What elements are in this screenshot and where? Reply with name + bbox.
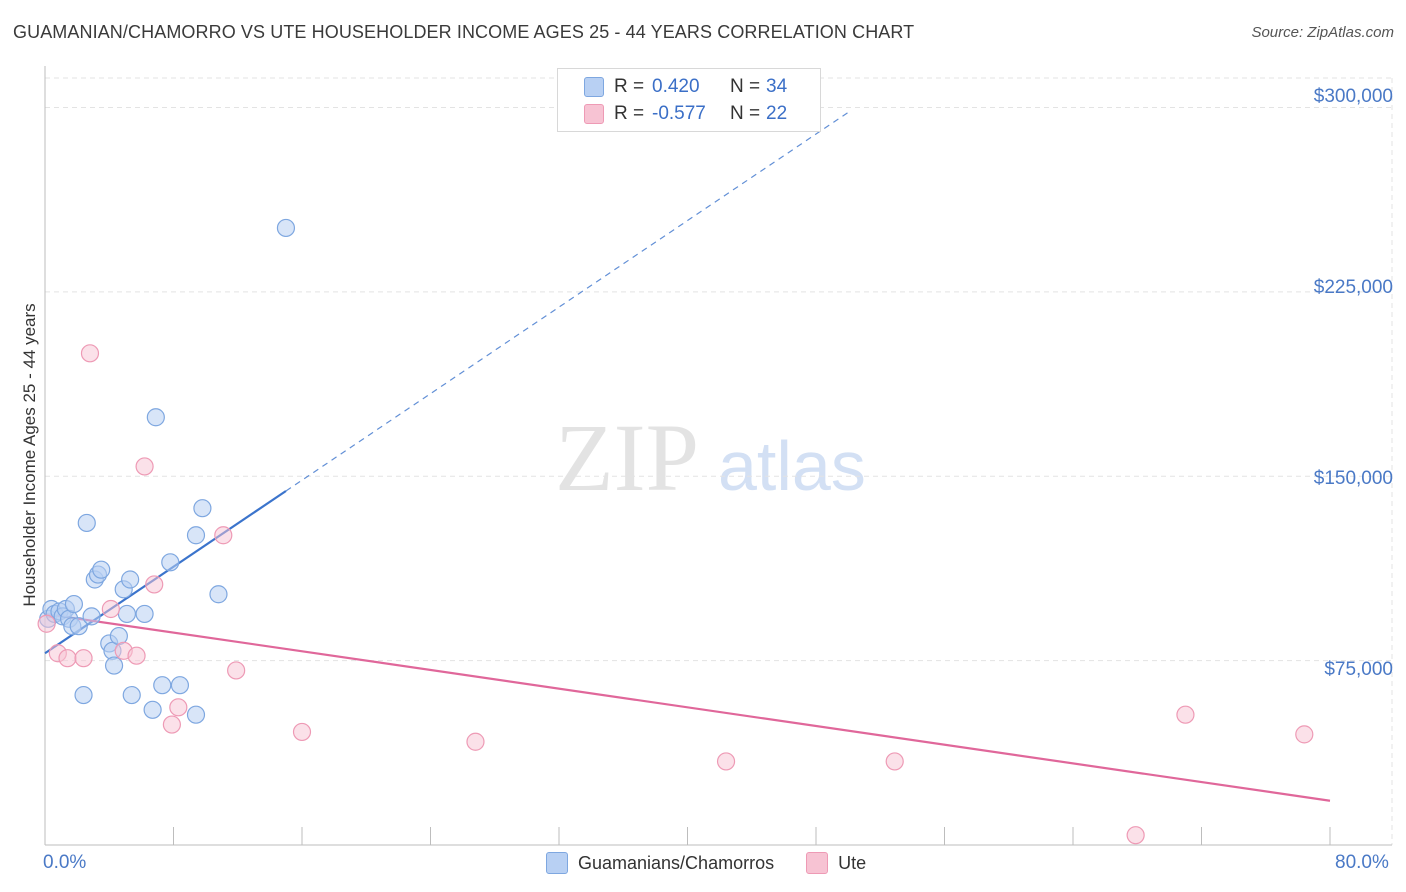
n-label: N = [730,103,761,124]
point-guamanians [186,526,206,545]
r-value: 0.420 [652,76,700,97]
y-tick-label-300000: $300,000 [1313,86,1393,107]
point-guamanians [122,685,141,705]
gridlines [45,77,1393,845]
x-tick-label-min: 0.0% [43,852,87,873]
point-ute [716,752,736,771]
r-label: R = [614,76,645,97]
point-ute [74,649,93,668]
point-ute [1295,725,1314,744]
point-guamanians [161,553,180,572]
correlation-legend: R = 0.420 N = 34 R = -0.577 N = 22 [557,68,821,132]
blue-swatch [584,77,604,97]
point-ute [127,646,146,665]
point-ute [145,575,164,594]
point-guamanians [170,676,190,695]
point-guamanians [104,656,124,675]
n-label: N = [730,76,761,97]
pink-swatch [806,852,829,874]
r-value: -0.577 [652,103,706,124]
point-ute [58,649,77,668]
point-ute [885,752,904,771]
n-value: 22 [766,103,788,124]
point-guamanians [117,604,137,624]
x-tick-label-max: 80.0% [1335,852,1389,873]
point-ute [169,698,188,717]
legend-label-guamanians: Guamanians/Chamorros [578,852,775,873]
point-ute [135,457,154,476]
trend-line-ute [44,612,1331,802]
y-tick-label-150000: $150,000 [1313,468,1393,489]
point-guamanians [77,513,96,533]
point-guamanians [186,705,206,724]
data-points [37,218,1314,845]
point-guamanians [153,676,172,695]
legend-row-ute: R = -0.577 N = 22 [584,102,787,126]
legend-item-guamanians[interactable]: Guamanians/Chamorros [546,852,774,874]
watermark-atlas: atlas [718,427,866,505]
legend-item-ute[interactable]: Ute [806,852,866,874]
point-guamanians [92,560,111,579]
point-ute [227,661,246,680]
point-guamanians [146,408,165,427]
chart-title: GUAMANIAN/CHAMORRO VS UTE HOUSEHOLDER IN… [13,22,915,42]
point-guamanians [135,604,154,624]
blue-swatch [546,852,568,874]
y-tick-label-75000: $75,000 [1324,659,1393,680]
point-guamanians [276,218,296,238]
n-value: 34 [766,76,788,97]
point-guamanians [74,685,93,705]
point-ute [80,344,100,363]
point-ute [37,614,56,633]
point-ute [1126,826,1145,845]
trend-line-guamanians-extension [285,111,849,492]
point-ute [101,599,120,619]
series-legend: Guamanians/Chamorros Ute [546,852,898,874]
pink-swatch [584,104,604,124]
point-guamanians [209,585,228,604]
axes [44,66,1392,846]
point-guamanians [121,570,140,589]
r-label: R = [614,103,645,124]
point-guamanians [193,499,212,518]
point-ute [1176,705,1195,724]
point-guamanians [82,607,101,626]
point-guamanians [64,594,84,614]
legend-label-ute: Ute [838,852,867,873]
point-ute [292,722,312,742]
y-tick-label-225000: $225,000 [1313,277,1393,298]
point-ute [466,732,485,751]
source-credit: Source: ZipAtlas.com [1251,24,1394,41]
point-ute [162,715,181,734]
legend-row-guamanians: R = 0.420 N = 34 [584,75,787,99]
point-guamanians [143,700,162,719]
watermark-zip: ZIP [555,404,699,511]
point-guamanians [69,617,88,636]
point-ute [214,526,233,545]
